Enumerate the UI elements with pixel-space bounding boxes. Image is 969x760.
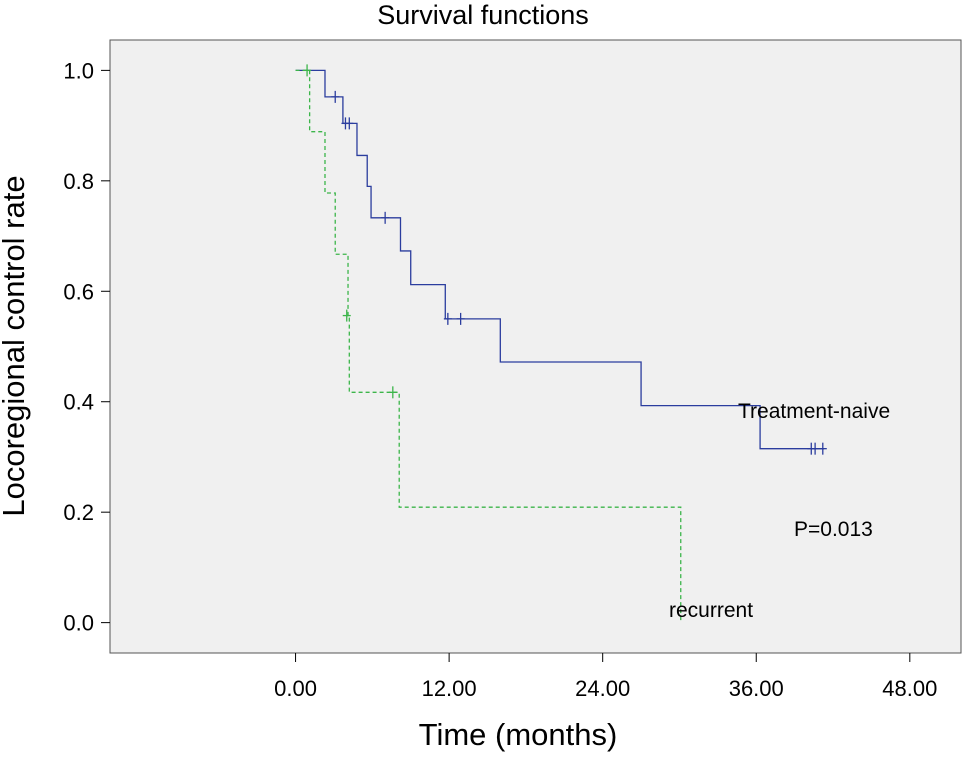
y-axis: 0.0 0.2 0.4 0.6 0.8 1.0 bbox=[63, 58, 110, 636]
x-tick-label: 24.00 bbox=[575, 676, 630, 701]
y-tick-label: 0.4 bbox=[63, 390, 94, 415]
chart-title: Survival functions bbox=[377, 0, 589, 30]
series-label-treatment-naive: Treatment-naive bbox=[738, 400, 890, 423]
plot-area bbox=[109, 39, 962, 654]
series-line-recurrent bbox=[295, 69, 682, 623]
x-tick-label: 48.00 bbox=[882, 676, 937, 701]
y-tick-label: 0.6 bbox=[63, 279, 94, 304]
x-tick-label: 36.00 bbox=[729, 676, 784, 701]
series-line-treatment-naive bbox=[295, 69, 825, 450]
y-tick-label: 1.0 bbox=[63, 58, 94, 83]
y-tick-label: 0.0 bbox=[63, 611, 94, 636]
x-axis: 0.00 12.00 24.00 36.00 48.00 bbox=[274, 653, 937, 701]
y-tick-label: 0.8 bbox=[63, 169, 94, 194]
x-tick-label: 12.00 bbox=[422, 676, 477, 701]
x-axis-title: Time (months) bbox=[419, 717, 618, 752]
p-value-annotation: P=0.013 bbox=[794, 518, 873, 541]
series-label-recurrent: recurrent bbox=[669, 599, 753, 622]
y-axis-title: Locoregional control rate bbox=[0, 175, 31, 516]
x-tick-label: 0.00 bbox=[274, 676, 317, 701]
y-tick-label: 0.2 bbox=[63, 500, 94, 525]
series-layer bbox=[295, 64, 827, 623]
